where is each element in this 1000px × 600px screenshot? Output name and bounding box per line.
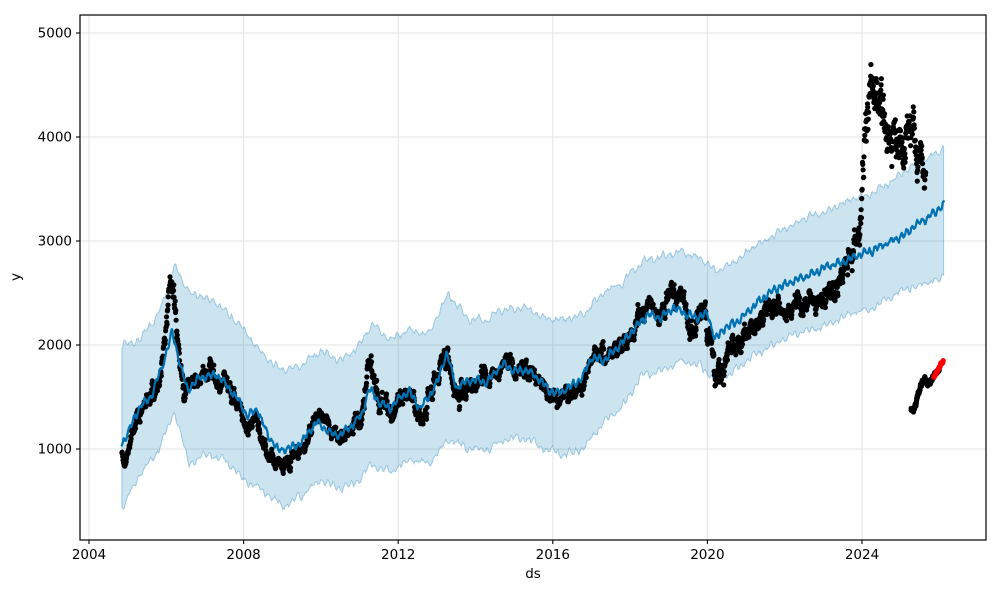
x-tick-label: 2004 [72, 547, 106, 563]
y-tick-label: 5000 [38, 26, 72, 42]
x-tick-label: 2012 [381, 547, 415, 563]
x-tick-label: 2016 [536, 547, 570, 563]
x-tick-label: 2008 [226, 547, 260, 563]
grid-lines [80, 15, 986, 540]
axis-ticks [76, 32, 863, 544]
y-tick-label: 4000 [38, 130, 72, 146]
x-axis-label: ds [525, 566, 541, 582]
new-points-red [931, 358, 946, 380]
y-tick-label: 1000 [38, 442, 72, 458]
y-tick-label: 3000 [38, 234, 72, 250]
x-tick-label: 2024 [845, 547, 879, 563]
plot-border [79, 14, 987, 541]
forecast-line [120, 200, 945, 455]
axis-tick-labels: 1000 2000 3000 4000 5000 2004 2008 2012 2016 2020… [38, 26, 880, 563]
y-tick-label: 2000 [38, 338, 72, 354]
uncertainty-band [121, 144, 945, 511]
y-axis-label: y [8, 273, 24, 281]
x-tick-label: 2020 [690, 547, 724, 563]
